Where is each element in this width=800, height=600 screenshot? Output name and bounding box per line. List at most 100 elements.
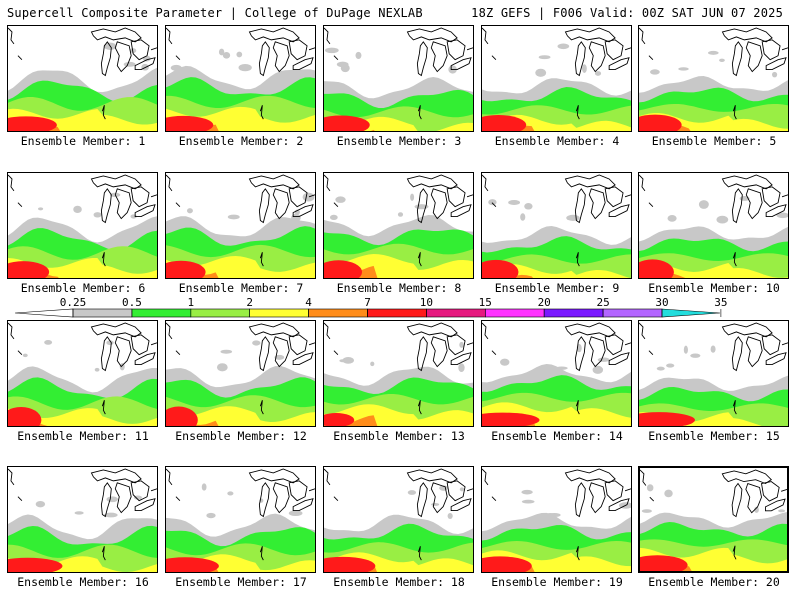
ensemble-member-map (323, 172, 474, 279)
scp-yellow-contour (8, 408, 157, 426)
scp-gray-speck (716, 215, 729, 224)
scp-gray-speck (276, 365, 283, 371)
ensemble-member-map (481, 320, 632, 427)
ensemble-member-label: Ensemble Member: 11 (17, 429, 149, 443)
great-lakes-coastline (8, 27, 157, 120)
scp-red-core (8, 261, 50, 278)
scp-gray-speck (220, 349, 233, 354)
scp-gray-speck (754, 506, 759, 513)
scp-gray-speck (222, 52, 231, 59)
scp-gray-speck (302, 192, 315, 202)
scp-gray-speck (772, 71, 778, 78)
scp-gray-speck (650, 69, 660, 75)
great-lakes-coastline (8, 174, 157, 267)
scp-gray-speck (566, 214, 580, 221)
scp-gray-speck (678, 67, 689, 71)
ensemble-member-map (638, 25, 789, 132)
scp-gray-speck (500, 358, 510, 366)
ensemble-member-map (638, 320, 789, 427)
scp-yellow-contour (166, 406, 315, 426)
scp-gray-speck (342, 357, 354, 364)
scp-red-core (482, 115, 527, 131)
scp-gray-speck (535, 68, 547, 77)
scp-red-core (639, 412, 695, 426)
scp-gray-speck (94, 367, 100, 372)
scp-gray-speck (664, 489, 673, 498)
scp-gray-speck (355, 51, 362, 59)
scp-gray-speck (238, 63, 252, 72)
scp-gray-speck (335, 196, 346, 203)
scp-gray-speck (106, 496, 118, 503)
colorbar-segment (14, 308, 74, 318)
ensemble-member-label: Ensemble Member: 1 (20, 134, 146, 148)
scp-gray-speck (142, 55, 151, 62)
ensemble-member-label: Ensemble Member: 15 (648, 429, 780, 443)
scp-gray-speck (291, 213, 301, 222)
scp-gray-speck (104, 512, 118, 518)
scp-red-core (324, 556, 376, 572)
great-lakes-coastline (8, 468, 157, 561)
scp-gray-speck (597, 357, 610, 362)
scp-gray-speck (324, 47, 339, 54)
ensemble-member-map (7, 466, 158, 573)
scp-gray-speck (594, 71, 602, 76)
scp-gray-speck (170, 64, 182, 71)
scp-red-core (639, 259, 674, 278)
ensemble-member-map (165, 320, 316, 427)
scp-gray-speck (592, 365, 604, 374)
scp-gray-speck (44, 340, 53, 345)
scp-gray-speck (35, 500, 46, 508)
scp-gray-speck (458, 363, 465, 373)
scp-gray-speck (106, 340, 114, 346)
ensemble-member-label: Ensemble Member: 6 (20, 281, 146, 295)
scp-gray-speck (538, 55, 551, 60)
scp-gray-speck (776, 212, 788, 219)
scp-gray-speck (186, 208, 193, 214)
ensemble-member-label: Ensemble Member: 2 (178, 134, 304, 148)
scp-gray-speck (508, 200, 521, 205)
scp-gray-speck (646, 484, 654, 492)
scp-red-core (8, 116, 57, 131)
scp-gray-speck (74, 511, 84, 515)
scp-red-core (324, 260, 363, 278)
scp-yellow-contour (482, 264, 631, 278)
scp-gray-speck (252, 340, 261, 346)
scp-gray-speck (520, 213, 526, 221)
scp-orange-contour (324, 415, 473, 426)
scp-gray-speck (667, 215, 677, 222)
scp-gray-speck (407, 490, 417, 495)
page-title: Supercell Composite Parameter | College … (7, 6, 423, 20)
ensemble-member-map (638, 172, 789, 279)
scp-red-core (639, 114, 682, 131)
great-lakes-coastline (324, 27, 473, 120)
scp-red-core (482, 412, 540, 426)
colorbar-tick-label: 1 (187, 296, 194, 309)
colorbar-segment (249, 308, 309, 318)
ensemble-member-label: Ensemble Member: 8 (336, 281, 462, 295)
scp-gray-speck (656, 366, 665, 371)
scp-gray-speck (521, 489, 533, 495)
scp-gray-speck (544, 513, 556, 520)
ensemble-member-map (7, 25, 158, 132)
scp-gray-speck (201, 483, 207, 491)
great-lakes-coastline (324, 322, 473, 415)
great-lakes-coastline (166, 322, 315, 415)
colorbar-segment (367, 308, 427, 318)
great-lakes-coastline (639, 27, 788, 120)
ensemble-member-map (638, 466, 789, 573)
scp-red-core (482, 556, 532, 572)
ensemble-member-label: Ensemble Member: 9 (494, 281, 620, 295)
ensemble-member-label: Ensemble Member: 18 (333, 575, 465, 589)
ensemble-member-label: Ensemble Member: 5 (651, 134, 777, 148)
scp-gray-speck (227, 214, 240, 220)
scp-gray-speck (216, 363, 228, 372)
scp-gray-speck (206, 512, 216, 519)
colorbar-tick-label: 10 (420, 296, 433, 309)
great-lakes-coastline (639, 174, 788, 267)
scp-gray-speck (459, 487, 465, 492)
scp-gray-speck (524, 203, 533, 210)
ensemble-member-map (481, 466, 632, 573)
ensemble-member-map (7, 320, 158, 427)
colorbar-tick-label: 35 (714, 296, 727, 309)
scp-gray-speck (666, 363, 675, 368)
